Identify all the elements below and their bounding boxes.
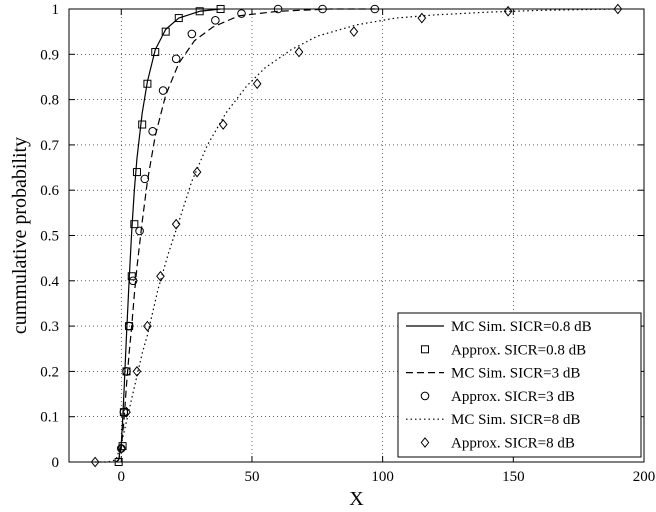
- series-marker: [119, 407, 129, 417]
- series-marker: [122, 367, 131, 376]
- y-tick-label: 0: [52, 455, 60, 471]
- y-axis-title: cummulative probability: [9, 137, 31, 334]
- series-marker: [140, 174, 150, 184]
- legend-marker: [421, 345, 429, 354]
- series-0: [115, 8, 221, 463]
- series-marker: [132, 168, 141, 177]
- y-tick-label: 0.6: [40, 183, 59, 199]
- y-tick-label: 0.2: [40, 364, 59, 380]
- series-marker: [613, 3, 623, 15]
- legend: MC Sim. SICR=0.8 dB Approx. SICR=0.8 dB MC…: [397, 312, 642, 458]
- series-2: [115, 8, 375, 463]
- series-marker: [503, 5, 513, 17]
- series-marker: [122, 406, 131, 418]
- series-marker: [143, 79, 152, 88]
- legend-marker: [420, 391, 430, 401]
- series-marker: [138, 120, 147, 129]
- series-marker: [130, 220, 139, 229]
- legend-label: Approx. SICR=0.8 dB: [451, 342, 586, 358]
- series-marker: [158, 86, 168, 95]
- series-marker: [161, 27, 170, 36]
- legend-label: MC Sim. SICR=8 dB: [451, 412, 580, 428]
- series-marker: [192, 166, 202, 178]
- legend-marker: [420, 437, 430, 448]
- series-line: [115, 8, 221, 463]
- series-marker: [132, 365, 142, 377]
- x-tick-label: 100: [371, 469, 394, 485]
- legend-label: Approx. SICR=8 dB: [451, 436, 575, 452]
- y-tick-label: 0.3: [40, 319, 59, 335]
- series-marker: [211, 16, 220, 25]
- series-marker: [294, 46, 304, 58]
- legend-label: Approx. SICR=3 dB: [451, 389, 575, 405]
- series-marker: [187, 29, 197, 39]
- legend-box: [397, 312, 642, 458]
- series-marker: [195, 7, 204, 16]
- y-tick-label: 0.9: [40, 47, 59, 63]
- y-tick-label: 0.7: [40, 138, 59, 154]
- series-marker: [349, 26, 359, 38]
- series-marker: [148, 127, 157, 136]
- y-tick-label: 0.4: [40, 274, 59, 290]
- series-marker: [237, 9, 246, 18]
- series-5: [90, 3, 623, 468]
- x-axis-title: X: [349, 488, 364, 510]
- series-marker: [143, 320, 152, 332]
- x-tick-label: 200: [633, 469, 656, 485]
- series-marker: [128, 276, 138, 286]
- tick-layer: 0 50 100 150 200 0 0.1 0.2 0.3 0.4 0.5 0.6 0.7 0.8 0.9…: [40, 2, 655, 485]
- y-tick-label: 0.8: [40, 93, 59, 109]
- series-marker: [174, 14, 183, 23]
- series-marker: [124, 321, 134, 331]
- x-tick-label: 50: [244, 469, 259, 485]
- legend-label: MC Sim. SICR=3 dB: [451, 366, 580, 382]
- series-marker: [135, 226, 144, 236]
- x-tick-label: 0: [118, 469, 126, 485]
- series-line: [115, 8, 375, 463]
- y-tick-label: 1: [52, 2, 60, 18]
- series-marker: [116, 443, 126, 454]
- series-marker: [171, 54, 181, 64]
- legend-label: MC Sim. SICR=0.8 dB: [451, 319, 592, 335]
- x-tick-label: 150: [502, 469, 525, 485]
- series-marker: [171, 218, 181, 230]
- y-tick-label: 0.1: [40, 410, 59, 426]
- series-marker: [156, 270, 165, 282]
- series-marker: [127, 272, 136, 281]
- series-marker: [90, 456, 100, 468]
- y-tick-label: 0.5: [40, 229, 59, 245]
- series-marker: [218, 119, 228, 130]
- series-marker: [252, 78, 262, 90]
- series-marker: [417, 12, 427, 24]
- series-marker: [151, 48, 160, 57]
